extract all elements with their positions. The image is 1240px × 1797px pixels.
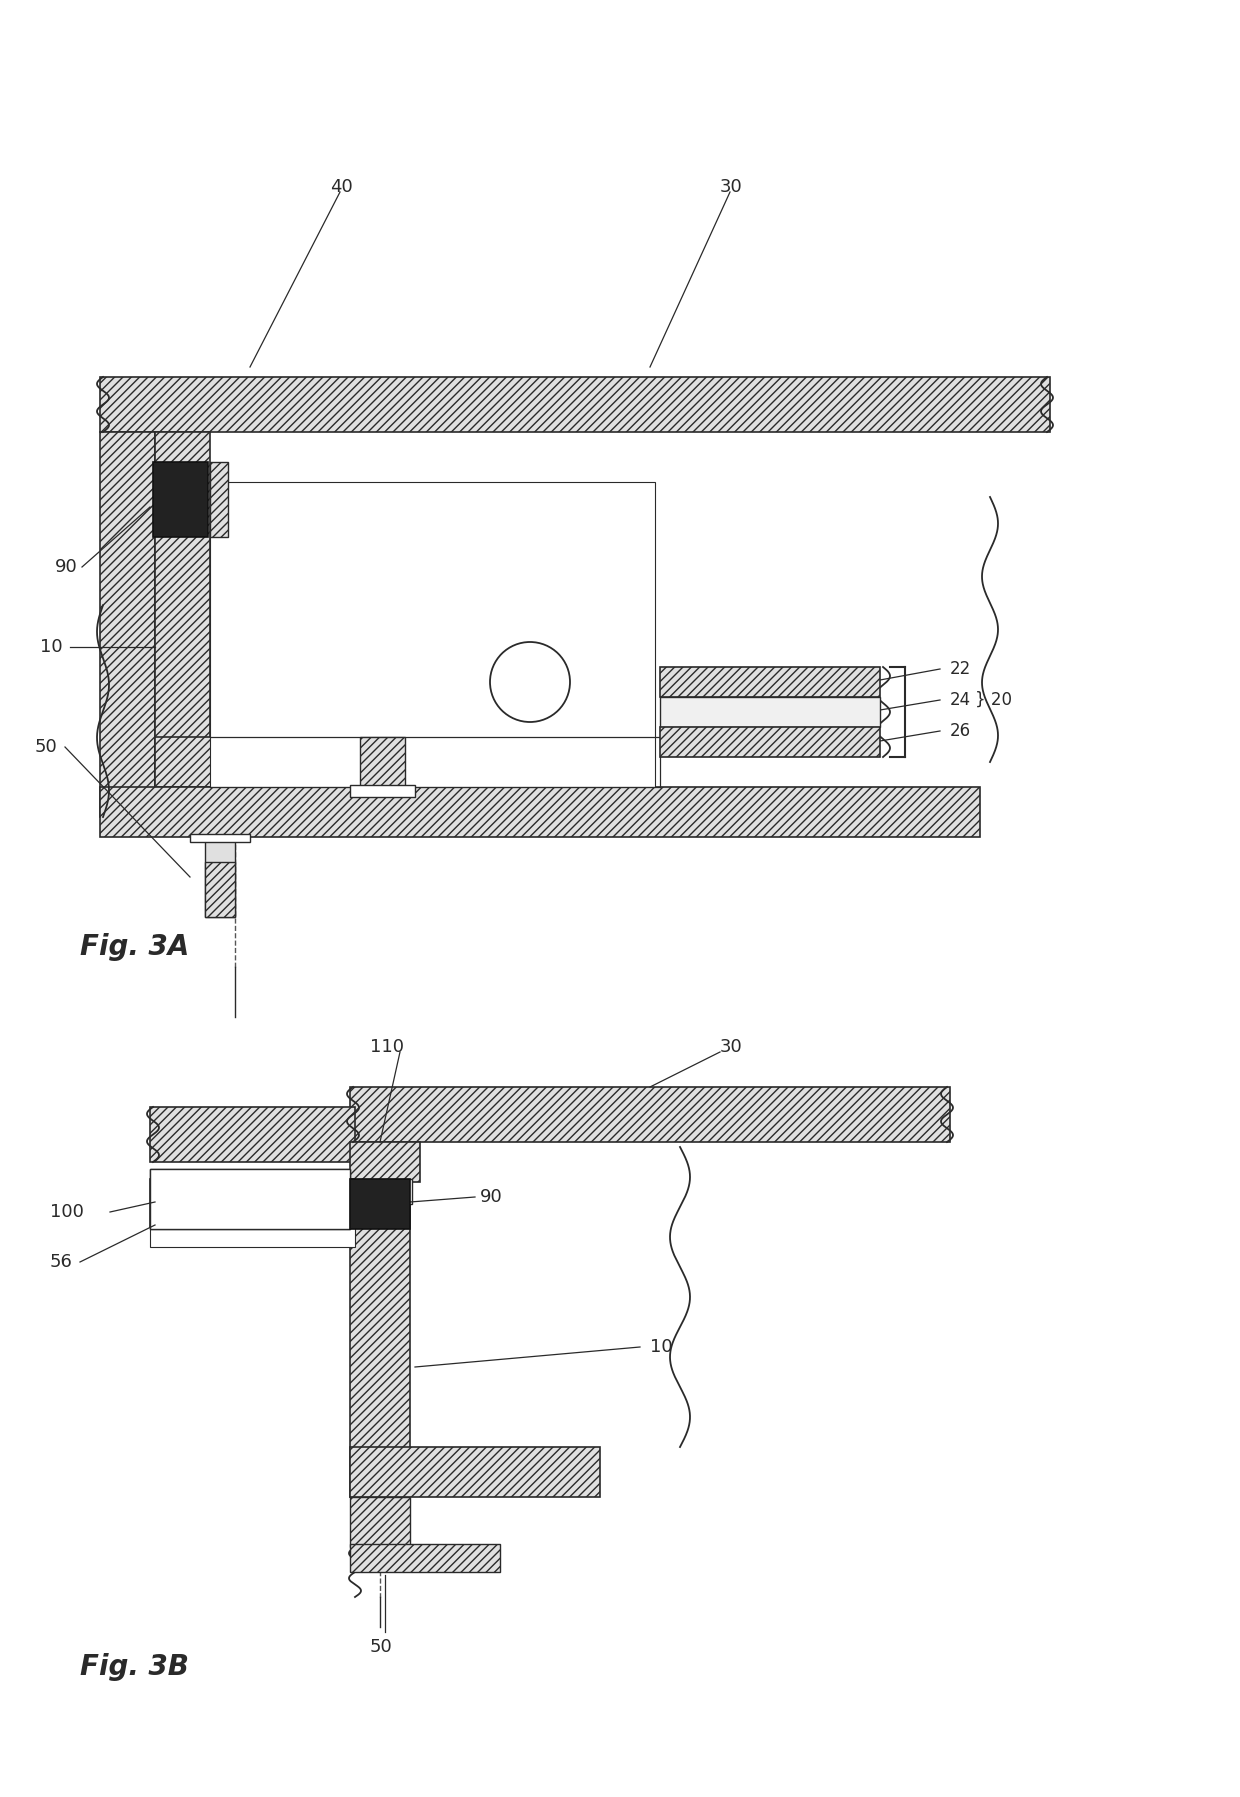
Text: Fig. 3B: Fig. 3B — [81, 1653, 188, 1680]
Text: 100: 100 — [50, 1202, 84, 1220]
Bar — [660, 697, 880, 728]
Bar — [155, 737, 655, 787]
Bar — [358, 1179, 412, 1204]
Bar — [150, 1179, 355, 1227]
Text: 24: 24 — [950, 692, 971, 710]
Bar — [350, 1447, 600, 1497]
Bar — [150, 1226, 355, 1247]
Bar — [155, 431, 210, 787]
Bar — [100, 431, 155, 818]
Bar — [150, 1107, 355, 1163]
Bar — [350, 1497, 410, 1547]
Bar — [660, 667, 880, 697]
Bar — [210, 482, 655, 787]
Bar — [350, 785, 415, 798]
Text: Fig. 3A: Fig. 3A — [81, 933, 190, 961]
Circle shape — [490, 642, 570, 722]
Text: 10: 10 — [40, 638, 63, 656]
Text: 30: 30 — [720, 178, 743, 196]
Bar — [150, 1170, 350, 1229]
Text: 50: 50 — [370, 1639, 393, 1657]
Bar — [210, 462, 228, 537]
Bar — [360, 737, 405, 787]
Bar — [100, 377, 1050, 431]
Bar — [350, 1182, 410, 1497]
Bar — [350, 1087, 950, 1143]
Bar — [660, 728, 880, 757]
Bar — [350, 1143, 420, 1182]
Bar — [205, 863, 236, 916]
Bar — [190, 834, 250, 843]
Bar — [350, 1179, 410, 1229]
Text: 90: 90 — [55, 559, 78, 577]
Text: 30: 30 — [720, 1039, 743, 1057]
Text: 26: 26 — [950, 722, 971, 740]
Text: 56: 56 — [50, 1253, 73, 1270]
Text: 10: 10 — [650, 1339, 672, 1357]
Polygon shape — [205, 837, 236, 916]
Text: 110: 110 — [370, 1039, 404, 1057]
Text: 90: 90 — [480, 1188, 502, 1206]
Bar — [350, 1544, 500, 1572]
Bar — [100, 787, 980, 837]
Bar — [150, 1170, 350, 1229]
Text: 22: 22 — [950, 659, 971, 677]
Text: 50: 50 — [35, 739, 58, 757]
Text: 40: 40 — [330, 178, 352, 196]
Text: } 20: } 20 — [975, 692, 1012, 710]
Bar — [153, 462, 208, 537]
